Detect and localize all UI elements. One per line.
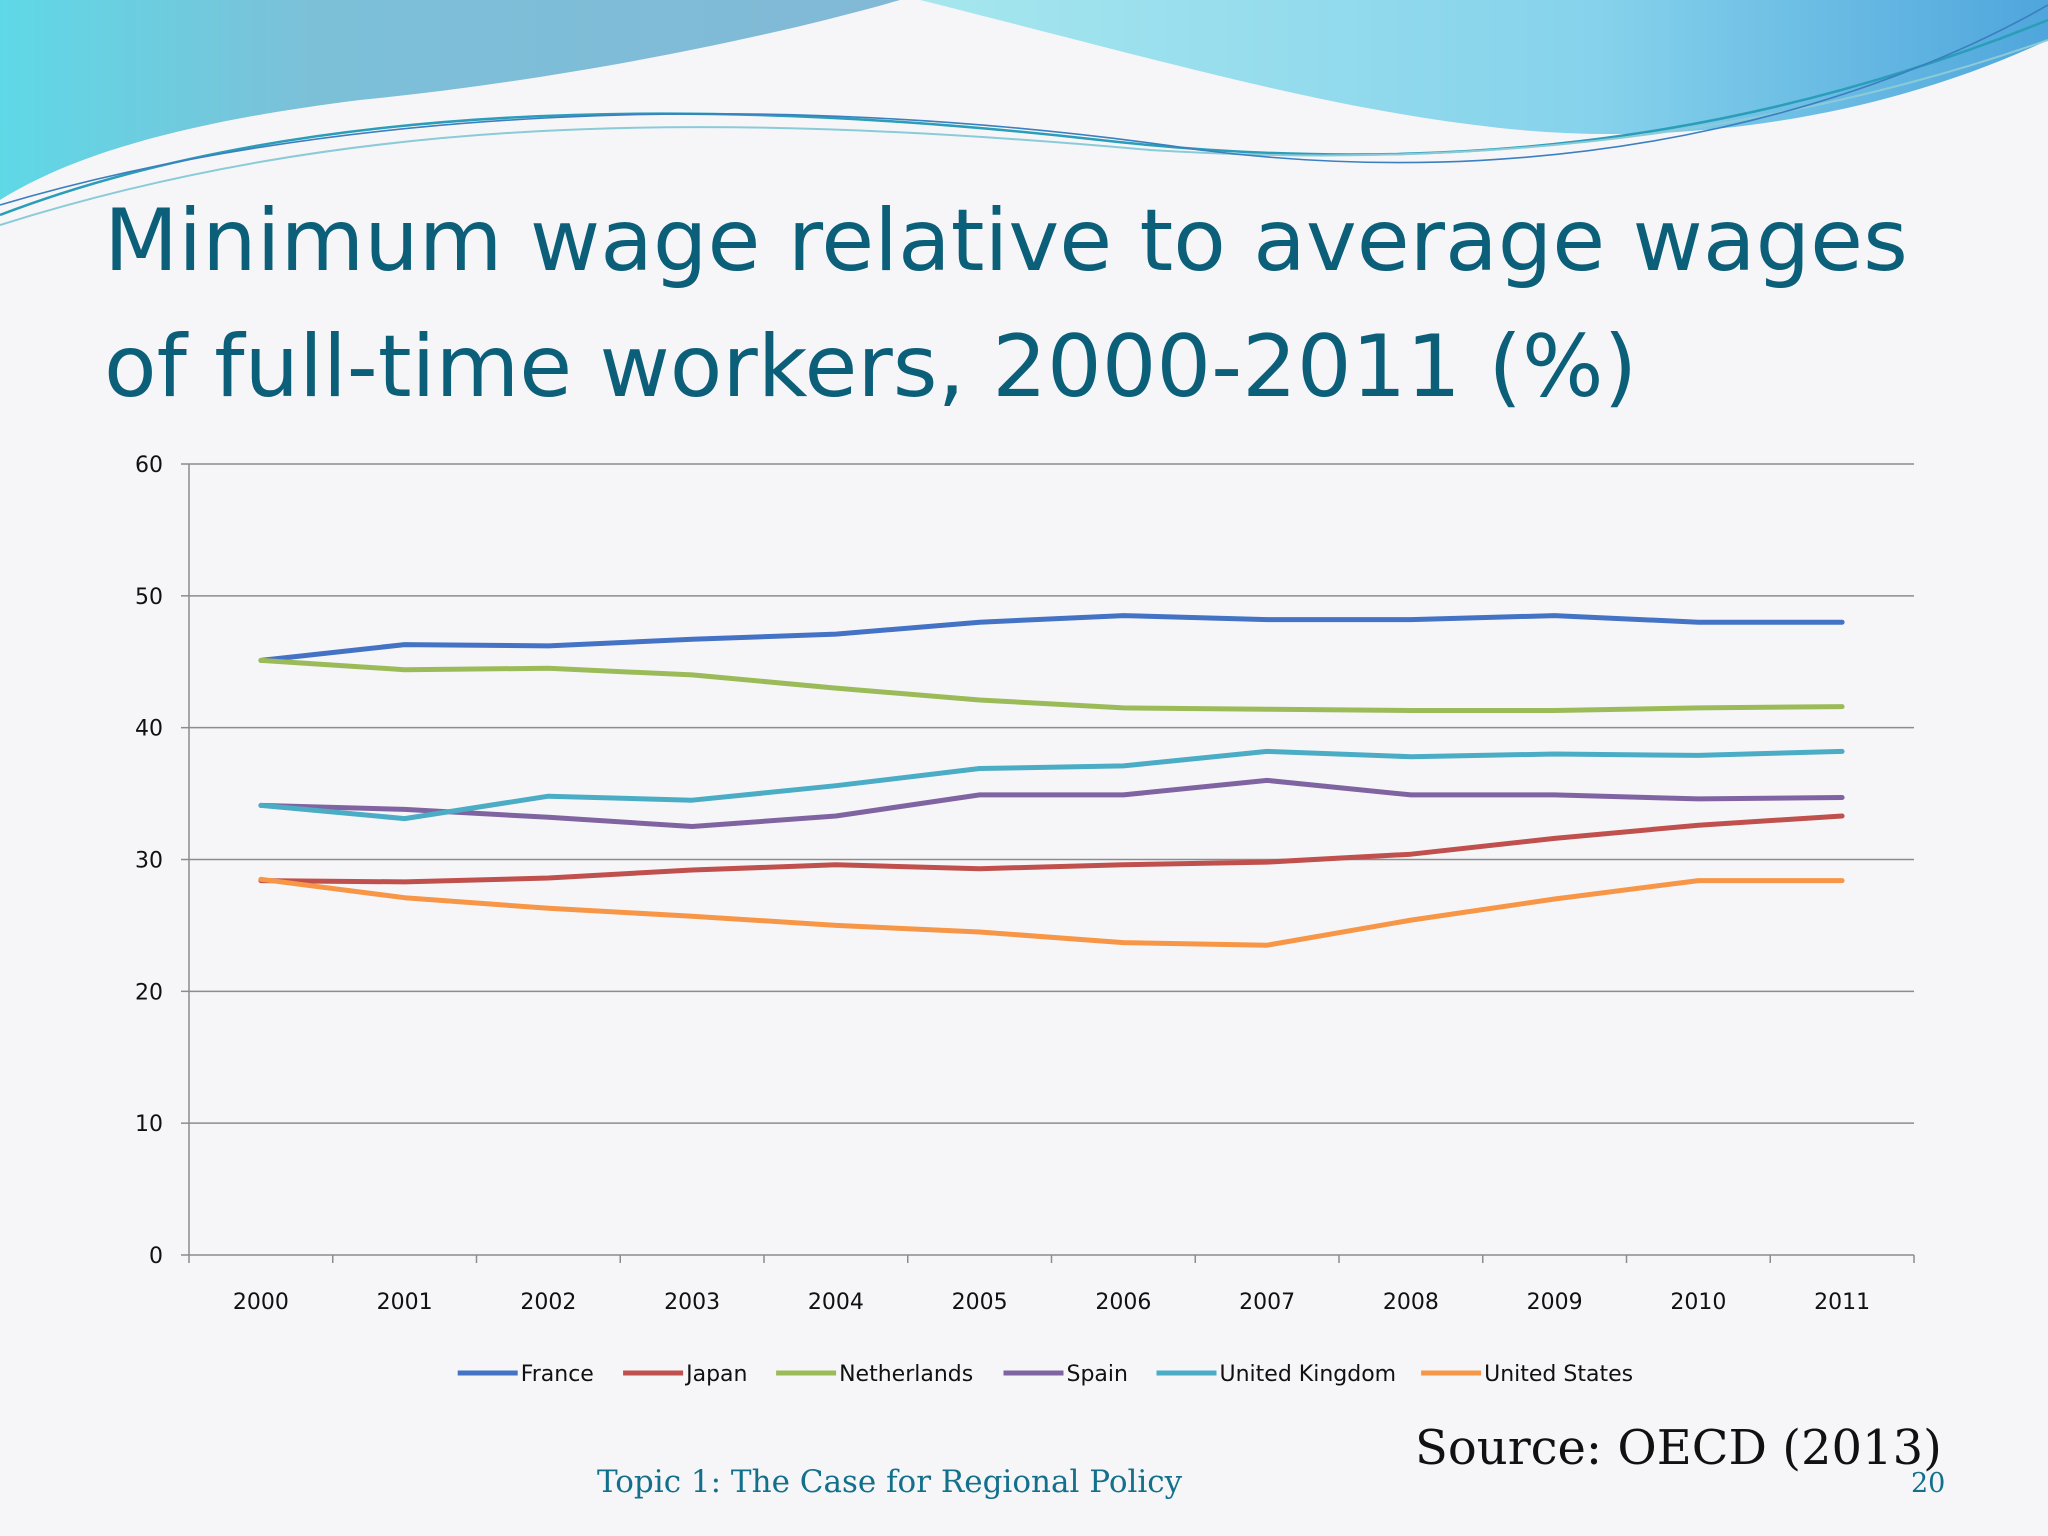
series-line-united-kingdom [258,748,1845,822]
axes [181,463,1915,1263]
x-tick-label: 2007 [1239,1290,1295,1315]
y-tick-label: 30 [135,849,163,874]
x-tick-label: 2003 [664,1290,720,1315]
header-wave-decoration [0,0,2048,226]
y-tick-label: 40 [135,717,163,742]
x-tick-label: 2011 [1814,1290,1870,1315]
slide-footer: Topic 1: The Case for Regional Policy [597,1464,1183,1500]
x-tick-label: 2009 [1527,1290,1583,1315]
y-tick-label: 0 [149,1244,163,1269]
legend-label-japan: Japan [684,1362,747,1387]
x-tick-label: 2010 [1670,1290,1726,1315]
slide-title: Minimum wage relative to average wages o… [104,191,1908,417]
series-lines [258,613,1845,948]
legend-label-united-states: United States [1484,1362,1633,1387]
y-tick-label: 50 [135,585,163,610]
series-line-united-states [258,876,1845,948]
legend-label-united-kingdom: United Kingdom [1220,1362,1397,1387]
y-tick-labels: 0 10 20 30 40 50 60 [135,453,163,1269]
x-tick-label: 2000 [233,1290,289,1315]
series-line-spain [258,777,1845,829]
legend-label-france: France [521,1362,594,1387]
x-tick-label: 2001 [377,1290,433,1315]
x-tick-label: 2004 [808,1290,864,1315]
legend-label-netherlands: Netherlands [839,1362,973,1387]
x-tick-label: 2006 [1095,1290,1151,1315]
x-tick-label: 2005 [952,1290,1008,1315]
series-line-netherlands [258,657,1845,713]
y-tick-label: 60 [135,453,163,478]
series-line-france [258,613,1845,663]
x-tick-label: 2002 [520,1290,576,1315]
y-tick-label: 20 [135,980,163,1005]
source-citation: Source: OECD (2013) [1415,1420,1942,1476]
x-tick-labels: 2000 2001 2002 2003 2004 2005 2006 2007 2008 2009… [233,1290,1870,1315]
legend-label-spain: Spain [1067,1362,1128,1387]
series-line-japan [258,813,1845,885]
legend: France Japan Netherlands Spain United Kingdo… [457,1362,1633,1387]
slide-number: 20 [1911,1468,1946,1499]
y-tick-label: 10 [135,1112,163,1137]
gridlines [189,463,1914,1124]
x-tick-label: 2008 [1383,1290,1439,1315]
